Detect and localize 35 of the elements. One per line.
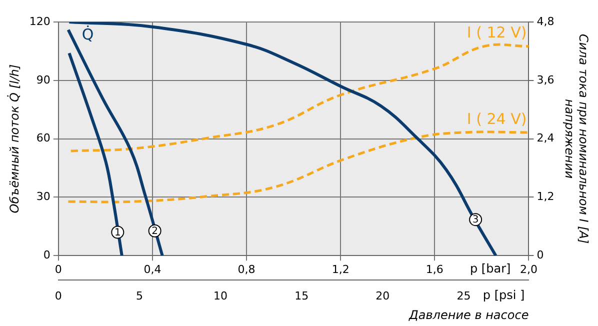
series-label: I ( 24 V): [466, 110, 527, 128]
x2-tick-label: 10: [214, 289, 228, 302]
x-tick-label: 1,2: [332, 263, 350, 276]
x2-tick-label: 0: [54, 289, 62, 302]
y-tick-label: 90: [36, 73, 50, 86]
x2-axis-title: p [psi ]: [482, 288, 525, 302]
x-tick-label: 0,4: [144, 263, 162, 276]
x-axis-title: p [bar]: [470, 262, 511, 276]
y-tick-label: 30: [36, 190, 50, 204]
y-tick-label: 120: [29, 14, 50, 28]
y2-axis-title: Сила тока при номинальном I [A] напряжении: [562, 34, 591, 244]
line-series: [68, 52, 124, 256]
x-tick-label: 2,0: [520, 263, 538, 276]
y2-tick-label: 1,2: [536, 190, 554, 204]
x2-tick-label: 5: [136, 289, 143, 302]
x-tick-label: 0: [54, 263, 62, 276]
annotation: 1: [114, 227, 121, 238]
x2-tick-label: 15: [294, 289, 309, 302]
series-label: I ( 12 V): [466, 24, 527, 42]
y-axis-title: Объёмный поток Q̇ [l/h]: [7, 64, 22, 214]
line-series: [67, 130, 529, 204]
annotation: Q̇: [82, 25, 94, 44]
x-tick-label: 0,8: [238, 263, 256, 276]
y2-tick-label: 0: [536, 248, 544, 262]
y2-tick-label: 2,4: [536, 132, 554, 145]
y-tick-label: 60: [36, 132, 50, 145]
y2-tick-label: 4,8: [536, 14, 554, 28]
annotation: 2: [152, 226, 158, 237]
y2-tick-label: 3,6: [536, 73, 554, 86]
x-tick-label: 1,6: [426, 263, 444, 276]
x2-tick-label: 25: [456, 289, 471, 302]
x2-tick-label: 20: [376, 289, 390, 302]
text: Давление в насосе: [408, 308, 529, 322]
y-tick-label: 0: [43, 248, 50, 262]
annotation: 3: [472, 214, 479, 226]
